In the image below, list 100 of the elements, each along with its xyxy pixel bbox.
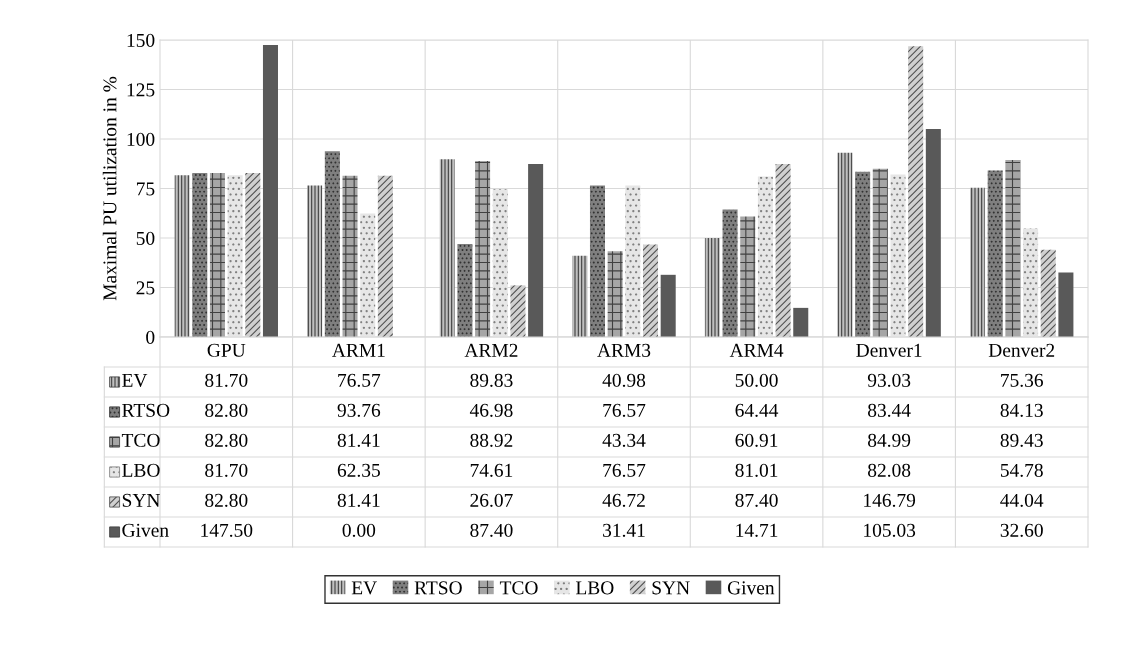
data-label: 46.72	[602, 493, 645, 507]
data-label: 93.76	[337, 403, 381, 417]
bar	[793, 307, 809, 337]
bar	[439, 159, 455, 337]
x-tick-label: ARM4	[729, 343, 784, 357]
y-tick-label: 25	[136, 281, 155, 295]
data-label: 14.71	[736, 523, 778, 537]
bar	[174, 175, 190, 337]
bar	[457, 243, 473, 337]
data-label: 82.80	[205, 403, 248, 417]
bar	[837, 152, 853, 337]
x-tick-label: Denver2	[988, 343, 1055, 357]
data-label: 84.99	[868, 433, 911, 447]
bar	[722, 209, 738, 337]
bar	[872, 168, 888, 337]
y-tick-label: 50	[136, 231, 155, 245]
data-label: 105.03	[864, 523, 916, 537]
data-label: 83.44	[868, 403, 911, 417]
bar	[908, 46, 924, 337]
bar	[324, 151, 340, 337]
bar	[245, 173, 261, 337]
text: EV	[351, 581, 377, 595]
x-tick-label: ARM3	[597, 343, 651, 357]
bar	[970, 187, 986, 337]
data-label: 89.43	[1000, 433, 1043, 447]
bar	[307, 185, 323, 337]
data-label: 147.50	[201, 523, 253, 537]
data-label: 82.80	[205, 433, 248, 447]
data-label: 60.91	[735, 433, 778, 447]
data-label: 26.07	[470, 493, 513, 507]
data-label: 87.40	[735, 493, 778, 507]
bar	[209, 173, 225, 337]
bar	[342, 175, 358, 337]
bar	[704, 238, 720, 337]
bar	[192, 173, 208, 337]
bar	[607, 251, 623, 337]
data-label: 81.01	[735, 463, 778, 477]
data-label: 32.60	[1000, 523, 1043, 537]
bar	[377, 175, 393, 337]
bar	[262, 44, 278, 337]
data-label: 40.98	[602, 373, 646, 387]
text: TCO	[499, 581, 538, 595]
bar	[572, 255, 588, 337]
bar	[757, 176, 773, 337]
data-label: 43.34	[602, 433, 646, 447]
bar	[855, 171, 871, 337]
data-label: 62.35	[337, 463, 380, 477]
text: SYN	[652, 581, 690, 595]
data-label: 44.04	[1000, 493, 1044, 507]
bar	[360, 213, 376, 337]
data-label: 0.00	[342, 523, 376, 537]
bar	[987, 170, 1003, 337]
bar	[925, 129, 941, 337]
y-tick-label: 100	[127, 132, 155, 146]
y-tick-label: 75	[136, 182, 155, 196]
data-label: 46.98	[469, 403, 513, 417]
legend-label: LBO	[122, 463, 160, 477]
data-label: 64.44	[735, 403, 779, 417]
bar	[528, 163, 544, 337]
legend-label: EV	[122, 373, 148, 387]
bar	[475, 160, 491, 337]
data-label: 76.57	[603, 463, 646, 477]
y-axis-title: Maximal PU utilization in %	[102, 76, 117, 301]
x-tick-label: GPU	[207, 343, 246, 357]
legend-label: Given	[122, 523, 169, 537]
x-tick-label: ARM1	[332, 343, 385, 357]
y-tick-label: 125	[127, 83, 155, 97]
bar	[1023, 228, 1039, 337]
data-label: 81.41	[337, 493, 380, 507]
bar	[1040, 249, 1056, 337]
data-label: 76.57	[338, 373, 381, 387]
bar	[775, 163, 791, 337]
bar	[660, 274, 676, 337]
bar	[740, 216, 756, 337]
data-label: 89.83	[470, 373, 513, 387]
text: Given	[727, 581, 775, 595]
data-label: 76.57	[603, 403, 646, 417]
bar	[510, 285, 526, 337]
y-tick-label: 150	[127, 33, 155, 47]
bar	[890, 174, 906, 337]
legend-label: SYN	[122, 493, 161, 507]
x-tick-label: ARM2	[464, 343, 518, 357]
bar	[625, 185, 641, 337]
data-label: 81.70	[205, 463, 248, 477]
data-label: 74.61	[470, 463, 513, 477]
data-label: 75.36	[1001, 373, 1044, 387]
bar	[492, 189, 508, 337]
data-label: 50.00	[735, 373, 778, 387]
y-tick-label: 0	[146, 330, 155, 344]
legend-label: TCO	[121, 433, 160, 447]
data-label: 54.78	[1000, 463, 1043, 477]
data-label: 88.92	[470, 433, 513, 447]
bar	[1005, 159, 1021, 337]
data-label: 82.08	[868, 463, 911, 477]
data-label: 87.40	[470, 523, 513, 537]
data-label: 82.80	[205, 493, 248, 507]
legend-label: RTSO	[122, 403, 170, 417]
bar	[1058, 272, 1074, 337]
data-label: 146.79	[864, 493, 916, 507]
text: LBO	[575, 581, 614, 595]
